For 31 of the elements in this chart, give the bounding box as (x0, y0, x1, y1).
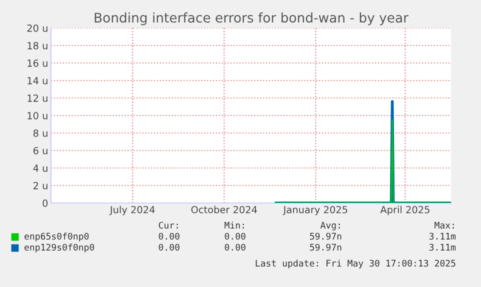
text: 0.00 (224, 244, 246, 251)
text: 0.00 (158, 244, 180, 251)
x-tick-label: July 2024 (109, 206, 155, 216)
text: 0.00 (158, 232, 180, 240)
chart-title: Bonding interface errors for bond-wan - by year (94, 12, 408, 26)
text: Max: (434, 222, 454, 229)
y-tick-label: 18 u (28, 42, 48, 50)
text: Min: (224, 222, 244, 229)
text: 3.11m (429, 232, 456, 240)
y-tick-label: 2 u (34, 182, 48, 190)
legend-label: enp129s0f0np0 (24, 244, 94, 252)
text: Cur: (158, 222, 178, 229)
legend-label: enp65s0f0np0 (24, 232, 89, 242)
y-tick-label: 0 (42, 199, 48, 207)
text: Avg: (320, 222, 340, 230)
y-tick-label: 6 u (33, 146, 48, 154)
y-tick-label: 10 u (28, 112, 48, 120)
text: 59.97n (310, 232, 342, 240)
x-tick-label: April 2025 (380, 206, 430, 216)
y-tick-label: 4 u (33, 164, 48, 172)
text: 0.00 (224, 232, 246, 240)
text: Last update: Fri May 30 17:00:13 2025 (256, 260, 456, 268)
text: 3.11m (429, 244, 456, 251)
y-tick-label: 16 u (28, 59, 48, 67)
y-tick-label: 8 u (33, 129, 48, 137)
y-tick-label: 14 u (28, 77, 48, 84)
text: 59.97n (310, 244, 342, 251)
x-tick-label: January 2025 (282, 206, 348, 216)
y-tick-label: 12 u (28, 94, 48, 102)
x-tick-label: October 2024 (191, 206, 257, 214)
y-tick-label: 20 u (27, 24, 48, 32)
